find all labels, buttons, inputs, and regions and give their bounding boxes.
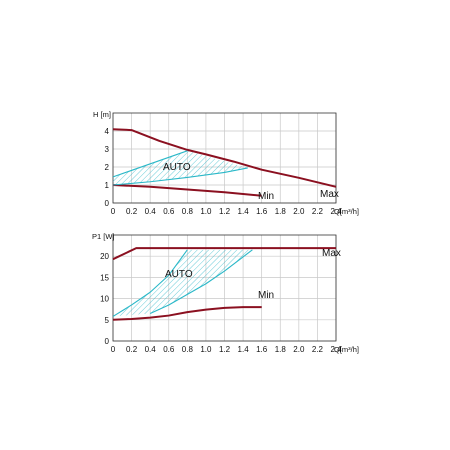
- head-x-tick-label: 0: [111, 207, 116, 216]
- head-min-curve: [112, 184, 262, 197]
- power-chart-frame: [112, 234, 337, 342]
- power-x-tick-label: 0.6: [163, 345, 175, 354]
- power-x-tick-label: 1.0: [200, 345, 212, 354]
- head-y-tick-label: 0: [105, 199, 110, 208]
- power-chart-xlabel: Q[m³/h]: [334, 345, 359, 354]
- head-x-tick-label: 0.4: [145, 207, 157, 216]
- head-auto-curve: [112, 150, 188, 178]
- head-min-label: Min: [258, 191, 274, 202]
- head-auto-curve: [112, 167, 248, 186]
- head-max-label: Max: [320, 189, 339, 200]
- power-chart-y-ticks: 0 5 10 15 20: [100, 252, 109, 346]
- head-x-tick-label: 1.4: [238, 207, 250, 216]
- head-auto-region: [113, 150, 248, 185]
- head-y-tick-label: 3: [105, 145, 110, 154]
- head-chart-grid: [112, 113, 337, 204]
- power-y-tick-label: 10: [100, 295, 109, 304]
- power-x-tick-label: 1.2: [219, 345, 231, 354]
- power-x-tick-label: 1.4: [238, 345, 250, 354]
- power-auto-curve: [112, 249, 188, 317]
- power-auto-label: AUTO: [165, 269, 193, 280]
- head-x-tick-label: 1.8: [275, 207, 287, 216]
- power-max-label: Max: [322, 248, 341, 259]
- head-chart-frame: [112, 112, 337, 204]
- power-chart-series: [112, 247, 336, 321]
- power-y-tick-label: 15: [100, 273, 109, 282]
- head-chart-x-ticks: 0 0.2 0.4 0.6 0.8 1.0 1.2 1.4 1.6 1.8 2.0 2.2 2.4: [111, 207, 342, 216]
- head-chart-y-ticks: 0 1 2 3 4: [105, 127, 110, 208]
- power-min-label: Min: [258, 290, 274, 301]
- head-chart-ylabel: H [m]: [93, 110, 111, 119]
- head-y-tick-label: 2: [105, 163, 110, 172]
- head-x-tick-label: 1.2: [219, 207, 231, 216]
- power-x-tick-label: 1.8: [275, 345, 287, 354]
- head-x-tick-label: 0.2: [126, 207, 138, 216]
- head-max-curve: [112, 128, 337, 188]
- head-auto-label: AUTO: [163, 162, 191, 173]
- head-x-tick-label: 2.0: [293, 207, 305, 216]
- head-x-tick-label: 2.4: [330, 207, 342, 216]
- head-y-tick-label: 4: [105, 127, 110, 136]
- head-chart: H [m] Q[m³/h] 0 0.2 0.4 0.6 0.8 1.0 1.2 1.4 1.6 1…: [93, 110, 359, 216]
- power-x-tick-label: 2.4: [330, 345, 342, 354]
- power-y-tick-label: 5: [105, 316, 110, 325]
- head-x-tick-label: 2.2: [312, 207, 324, 216]
- head-y-tick-label: 1: [105, 181, 110, 190]
- head-chart-series: [112, 128, 337, 197]
- power-x-tick-label: 0.8: [182, 345, 194, 354]
- head-chart-xlabel: Q[m³/h]: [334, 207, 359, 216]
- power-auto-region: [113, 249, 253, 317]
- power-chart: P1 [W] Q[m³/h] 0 0.2 0.4 0.6 0.8 1.0 1.2 1.4 1.6…: [92, 232, 359, 354]
- power-x-tick-label: 0.4: [145, 345, 157, 354]
- head-x-tick-label: 1.0: [200, 207, 212, 216]
- head-x-tick-label: 0.6: [163, 207, 175, 216]
- power-x-tick-label: 1.6: [256, 345, 268, 354]
- power-x-tick-label: 0.2: [126, 345, 138, 354]
- power-y-tick-label: 0: [105, 337, 110, 346]
- power-chart-ylabel: P1 [W]: [92, 232, 115, 241]
- power-x-tick-label: 0: [111, 345, 116, 354]
- power-min-curve: [112, 306, 262, 321]
- power-y-tick-label: 20: [100, 252, 109, 261]
- power-x-tick-label: 2.0: [293, 345, 305, 354]
- power-x-tick-label: 2.2: [312, 345, 324, 354]
- head-x-tick-label: 1.6: [256, 207, 268, 216]
- head-x-tick-label: 0.8: [182, 207, 194, 216]
- power-max-curve: [112, 247, 336, 261]
- power-auto-curve: [149, 249, 253, 314]
- power-chart-x-ticks: 0 0.2 0.4 0.6 0.8 1.0 1.2 1.4 1.6 1.8 2.0 2.2 2.4: [111, 345, 342, 354]
